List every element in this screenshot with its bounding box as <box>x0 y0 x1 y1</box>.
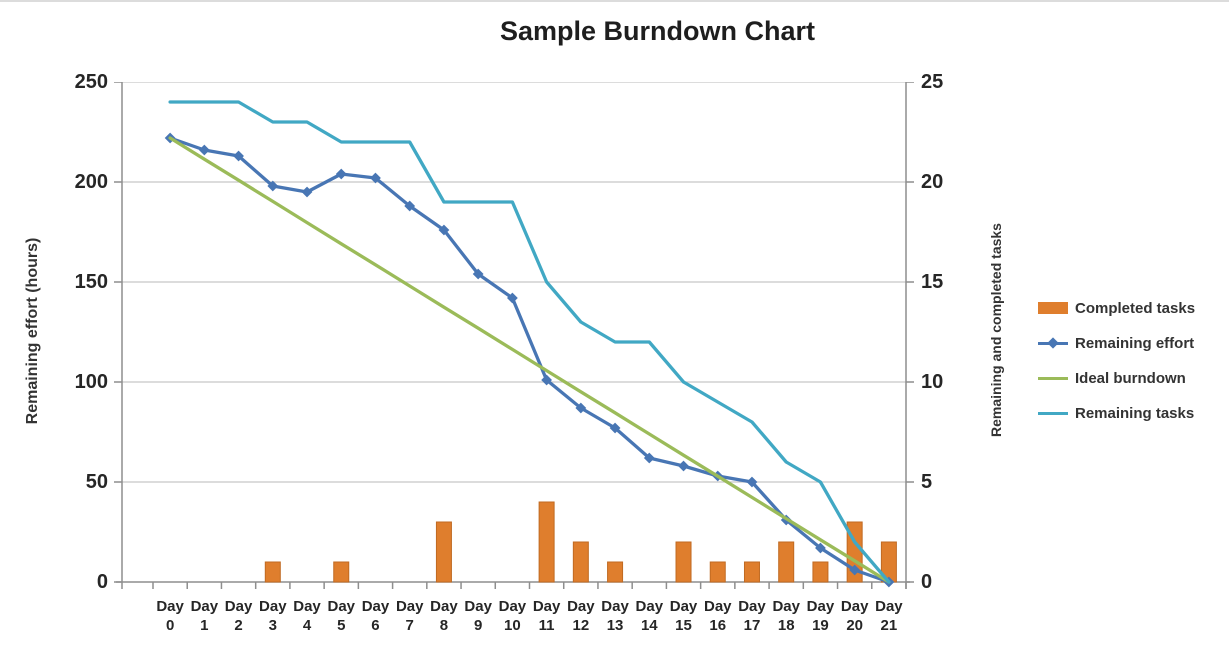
bar-completed-tasks <box>538 501 555 583</box>
y-axis-right-tick-label: 0 <box>921 571 933 593</box>
legend-item-ideal-burndown: Ideal burndown <box>1038 369 1195 387</box>
series-ideal-burndown-line <box>168 136 891 584</box>
x-axis-label: Day 8 <box>430 598 458 634</box>
x-axis-label: Day 5 <box>327 598 356 634</box>
legend-label: Remaining tasks <box>1075 404 1195 422</box>
y-axis-left-tick-label: 150 <box>74 271 108 293</box>
legend-swatch-completed-tasks-bar-icon <box>1038 299 1068 317</box>
y-axis-left-tick-label: 200 <box>74 171 108 193</box>
plot-area <box>114 82 914 589</box>
x-axis-label: Day 13 <box>601 598 629 634</box>
x-axis-label: Day 20 <box>840 598 869 634</box>
x-axis-label: Day 12 <box>567 598 595 634</box>
x-axis-label: Day 3 <box>259 598 287 634</box>
y-axis-right-tick-label: 25 <box>921 71 944 93</box>
bar-completed-tasks <box>333 561 350 583</box>
x-axis-label: Day 18 <box>772 598 800 634</box>
diamond-marker <box>404 200 416 212</box>
x-axis-label: Day 7 <box>395 598 424 634</box>
legend-item-remaining-effort: Remaining effort <box>1038 334 1195 352</box>
x-axis-label: Day 0 <box>156 598 184 634</box>
bar-completed-tasks <box>572 541 589 583</box>
diamond-marker <box>301 186 313 198</box>
legend-item-remaining-tasks: Remaining tasks <box>1038 404 1195 422</box>
series-remaining-effort-line <box>168 136 891 584</box>
x-axis-label: Day 21 <box>875 598 903 634</box>
x-axis-label: Day 16 <box>703 598 732 634</box>
y-axis-left-tick-label: 50 <box>85 471 108 493</box>
y-axis-left-title: Remaining effort (hours) <box>24 237 41 425</box>
window-top-edge <box>0 0 1229 2</box>
bar-completed-tasks <box>607 561 624 583</box>
y-axis-left-tick-label: 100 <box>74 371 108 393</box>
x-axis-label: Day 10 <box>498 598 527 634</box>
legend-label: Ideal burndown <box>1075 369 1186 387</box>
y-axis-right-tick-label: 15 <box>921 271 944 293</box>
diamond-marker <box>472 268 484 280</box>
x-axis-label: Day 19 <box>806 598 835 634</box>
legend-item-completed-tasks: Completed tasks <box>1038 299 1195 317</box>
diamond-marker <box>575 402 587 414</box>
diamond-marker <box>233 150 244 162</box>
diamond-marker <box>746 476 758 488</box>
y-axis-right-tick-label: 5 <box>921 471 933 493</box>
x-axis-label: Day 2 <box>224 598 253 634</box>
x-axis-label: Day 14 <box>635 598 664 634</box>
x-axis-label: Day 4 <box>293 598 321 634</box>
bar-completed-tasks <box>743 561 760 583</box>
diamond-marker <box>198 144 210 156</box>
series-remaining-tasks-line <box>168 100 891 584</box>
y-axis-right-title: Remaining and completed tasks <box>988 223 1004 437</box>
x-axis-label: Day 1 <box>190 598 219 634</box>
series-completed-tasks-bars <box>264 501 897 583</box>
y-axis-left-tick-label: 250 <box>74 71 108 93</box>
bar-completed-tasks <box>778 541 795 583</box>
bar-completed-tasks <box>812 561 829 583</box>
chart-title: Sample Burndown Chart <box>499 16 816 46</box>
legend-swatch-remaining-tasks-line-icon <box>1038 404 1068 422</box>
x-axis-label: Day 6 <box>361 598 390 634</box>
y-axis-right-tick-label: 10 <box>921 371 944 393</box>
bar-completed-tasks <box>709 561 726 583</box>
legend-swatch-remaining-effort-line-icon <box>1038 334 1068 352</box>
bar-completed-tasks <box>675 541 692 583</box>
legend-label: Remaining effort <box>1075 334 1195 352</box>
bar-completed-tasks <box>264 561 281 583</box>
x-axis-label: Day 11 <box>532 598 561 634</box>
legend-label: Completed tasks <box>1075 299 1196 317</box>
y-axis-right-tick-label: 20 <box>921 171 944 193</box>
legend-swatch-ideal-burndown-line-icon <box>1038 369 1068 387</box>
diamond-marker <box>849 564 861 576</box>
x-axis-label: Day 17 <box>738 598 766 634</box>
diamond-marker <box>541 374 553 386</box>
chart-legend: Completed tasks Remaining effort Ideal bur… <box>1038 299 1195 422</box>
diamond-marker <box>438 224 450 236</box>
diamond-marker <box>643 452 655 464</box>
y-axis-left-tick-label: 0 <box>96 571 108 593</box>
x-axis-label: Day 9 <box>464 598 492 634</box>
bar-completed-tasks <box>435 521 452 583</box>
diamond-marker <box>815 542 826 554</box>
x-axis-label: Day 15 <box>669 598 698 634</box>
diamond-marker <box>370 172 381 184</box>
diamond-marker <box>267 180 279 192</box>
diamond-marker <box>678 460 689 472</box>
